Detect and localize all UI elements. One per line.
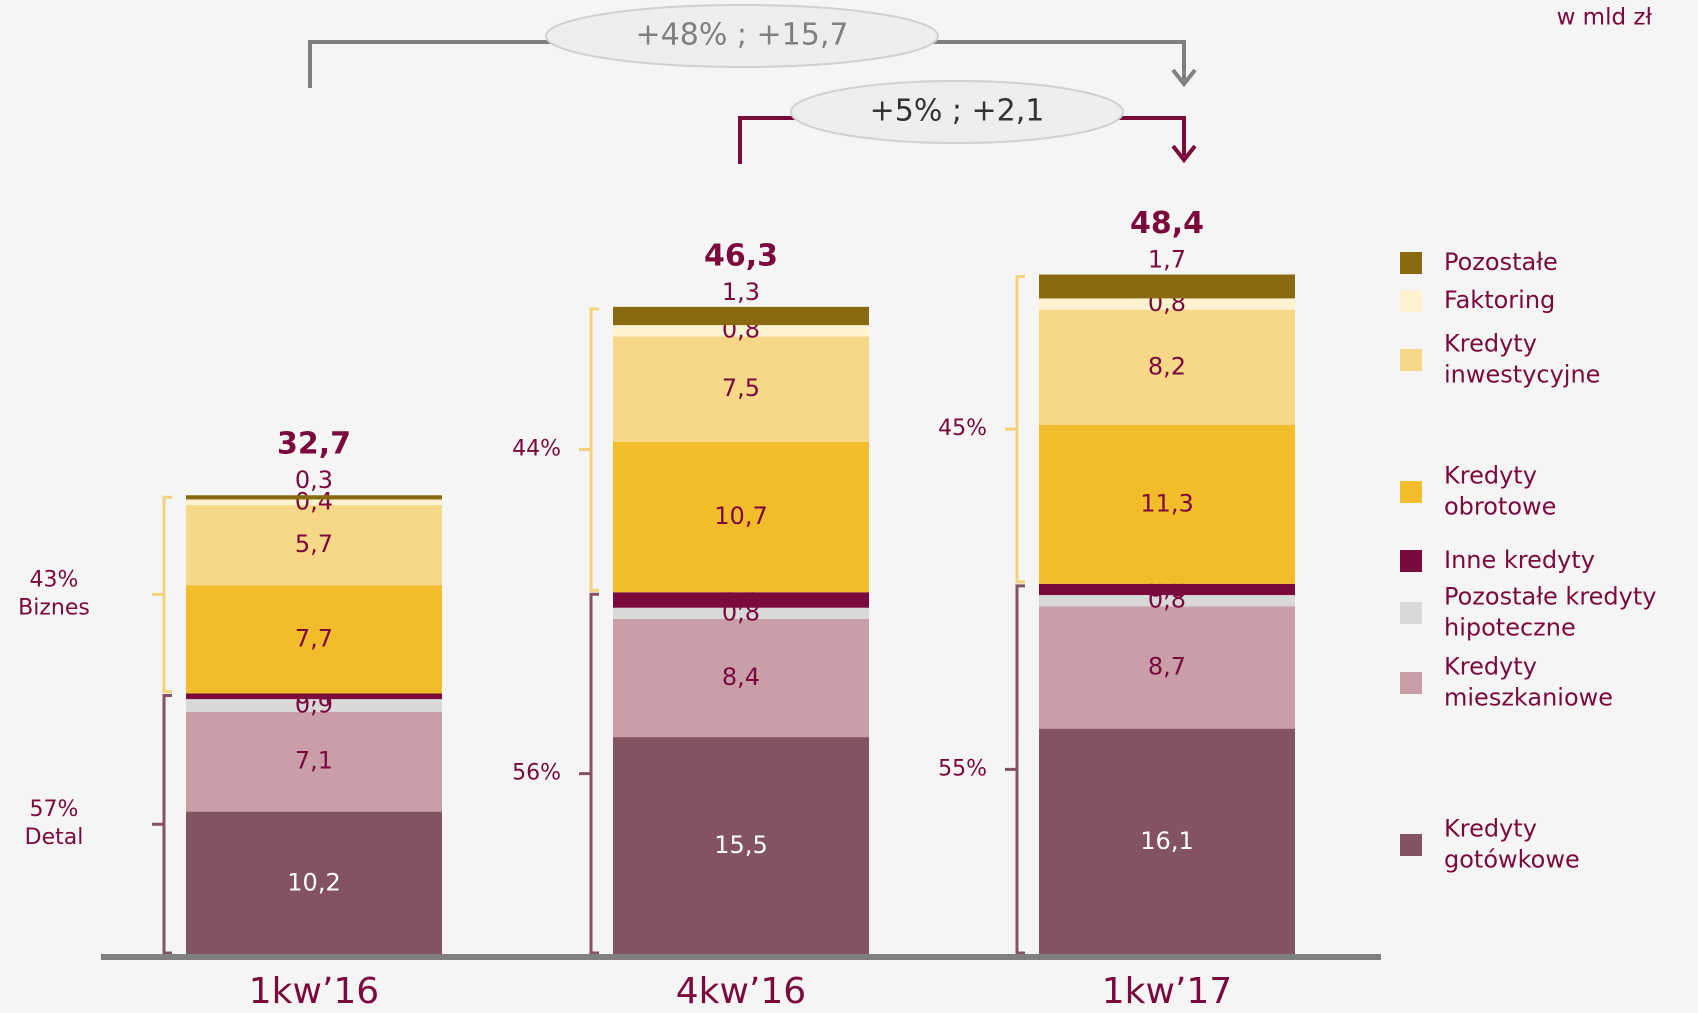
group-bracket	[1005, 275, 1025, 584]
bar-segment	[186, 585, 442, 694]
bar-segment	[1039, 274, 1295, 299]
bar-segment	[186, 495, 442, 500]
group-bracket	[579, 307, 599, 592]
group-label: 45%	[938, 416, 987, 441]
legend-swatch	[1400, 834, 1422, 856]
bar-segment	[613, 737, 869, 955]
legend-label: Pozostałe kredyty hipoteczne	[1444, 583, 1656, 642]
bar-segment	[186, 499, 442, 506]
legend-swatch	[1400, 252, 1422, 274]
bar-segment	[613, 336, 869, 442]
bar-segment	[613, 618, 869, 738]
total-label: 46,3	[704, 238, 778, 273]
bar-segment	[186, 693, 442, 700]
legend-label: Kredyty inwestycyjne	[1444, 330, 1600, 389]
x-tick-label: 4kw’16	[676, 971, 806, 1012]
legend-label: Kredyty mieszkaniowe	[1444, 653, 1613, 712]
unit-note: w mld zł	[1557, 5, 1653, 31]
annotation: +48% ; +15,7	[636, 18, 849, 53]
bar-segment	[1039, 583, 1295, 596]
segment-label: 7,7	[295, 624, 333, 652]
bar-segment	[186, 811, 442, 955]
segment-label: 10,2	[287, 868, 340, 896]
annotation: +5% ; +2,1	[870, 94, 1045, 129]
x-tick-label: 1kw’17	[1102, 971, 1232, 1012]
arrow-head	[1171, 144, 1197, 164]
x-tick-label: 1kw’16	[249, 971, 379, 1012]
group-label: 56%	[512, 761, 561, 786]
segment-label: 16,1	[1140, 827, 1193, 855]
legend-swatch	[1400, 290, 1422, 312]
bar-segment	[613, 325, 869, 337]
segment-label: 8,2	[1148, 352, 1186, 380]
legend-label: Inne kredyty	[1444, 546, 1595, 574]
segment-label: 7,1	[295, 747, 333, 775]
bar-segment	[1039, 424, 1295, 584]
bar-segment	[1039, 728, 1295, 955]
segment-label: 8,4	[722, 663, 760, 691]
bar-segment	[613, 306, 869, 326]
annotation-oval	[545, 4, 939, 68]
legend-swatch	[1400, 672, 1422, 694]
bar-segment	[186, 699, 442, 712]
bar-segment	[613, 441, 869, 593]
legend-swatch	[1400, 602, 1422, 624]
legend-swatch	[1400, 550, 1422, 572]
legend-label: Kredyty obrotowe	[1444, 462, 1556, 521]
arrow-head	[1171, 68, 1197, 88]
legend-label: Pozostałe	[1444, 248, 1558, 276]
bar-segment	[613, 592, 869, 608]
segment-label: 8,7	[1148, 652, 1186, 680]
group-label: 55%	[938, 756, 987, 781]
segment-label: 1,3	[722, 278, 760, 306]
legend-swatch	[1400, 481, 1422, 503]
bar-segment	[1039, 309, 1295, 425]
group-label: 43% Biznes	[18, 567, 90, 620]
group-label: 44%	[512, 437, 561, 462]
legend-label: Faktoring	[1444, 286, 1555, 314]
bar-segment	[1039, 298, 1295, 310]
legend-label: Kredyty gotówkowe	[1444, 815, 1580, 874]
group-bracket	[1005, 584, 1025, 955]
annotation-oval	[790, 80, 1124, 144]
segment-label: 5,7	[295, 530, 333, 558]
segment-label: 1,7	[1148, 246, 1186, 274]
total-label: 48,4	[1130, 206, 1204, 241]
group-bracket	[152, 495, 172, 693]
segment-label: 15,5	[714, 831, 767, 859]
group-bracket	[579, 592, 599, 955]
bar-segment	[613, 607, 869, 619]
group-bracket	[152, 693, 172, 955]
bar-segment	[1039, 606, 1295, 729]
segment-label: 11,3	[1140, 489, 1193, 517]
bar-segment	[1039, 595, 1295, 607]
bar-segment	[186, 711, 442, 812]
segment-label: 7,5	[722, 374, 760, 402]
legend-swatch	[1400, 349, 1422, 371]
total-label: 32,7	[277, 427, 351, 462]
segment-label: 0,4	[295, 487, 333, 515]
group-label: 57% Detal	[25, 797, 84, 850]
bar-segment	[186, 505, 442, 586]
segment-label: 0,3	[295, 466, 333, 494]
segment-label: 10,7	[714, 502, 767, 530]
